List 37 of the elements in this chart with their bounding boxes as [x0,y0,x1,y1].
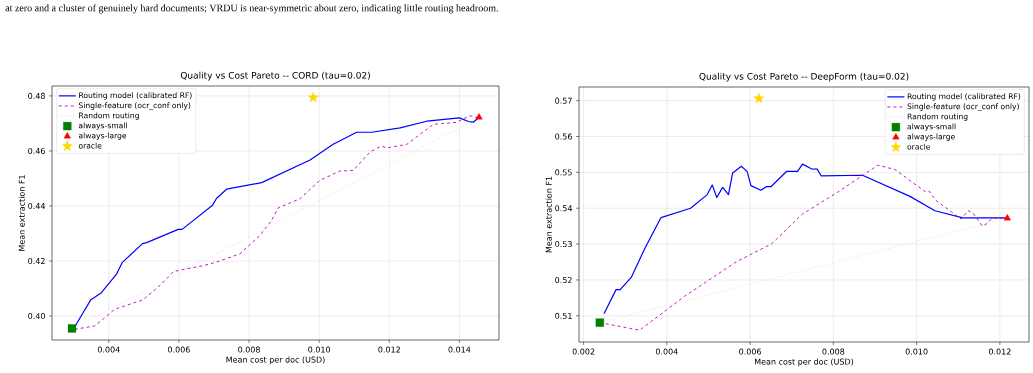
x-tick-label: 0.006 [168,346,190,353]
x-tick-label: 0.012 [378,346,400,353]
x-tick-label: 0.012 [988,348,1011,355]
x-tick-label: 0.006 [739,348,762,355]
y-axis-title: Mean extraction F1 [545,176,552,253]
x-tick-label: 0.014 [448,346,471,353]
y-tick-label: 0.55 [555,169,572,176]
x-tick-label: 0.010 [905,348,928,355]
point [67,324,77,333]
point [307,91,319,103]
y-tick-label: 0.48 [28,92,45,99]
x-tick-label: 0.004 [655,348,678,355]
chart-title: Quality vs Cost Pareto -- DeepForm (tau=0.02) [699,72,909,82]
y-tick-label: 0.40 [28,313,45,320]
x-axis-title: Mean cost per doc (USD) [755,358,854,367]
y-tick-label: 0.53 [555,241,572,248]
point [475,113,483,120]
y-tick-label: 0.44 [28,202,46,209]
point [595,318,604,327]
x-tick-label: 0.002 [572,348,595,355]
x-axis-title: Mean cost per doc (USD) [226,356,325,365]
y-tick-label: 0.52 [555,276,572,283]
x-tick-label: 0.008 [822,348,845,355]
point [753,92,765,104]
y-tick-label: 0.46 [28,147,45,154]
chart-title: Quality vs Cost Pareto -- CORD (tau=0.02) [180,71,370,81]
y-tick-label: 0.42 [28,257,45,265]
y-tick-label: 0.51 [555,312,572,319]
y-tick-label: 0.54 [555,205,573,212]
point [1003,214,1011,221]
x-tick-label: 0.004 [97,346,120,353]
x-tick-label: 0.008 [238,346,260,353]
y-tick-label: 0.57 [555,97,572,104]
text: at zero and a cluster of genuinely hard documents; VRDU is near-symmetric about zero, indicating little routing headroom. [5,4,498,14]
x-tick-label: 0.010 [308,346,331,353]
y-axis-title: Mean extraction F1 [18,175,25,251]
y-tick-label: 0.56 [555,133,572,140]
